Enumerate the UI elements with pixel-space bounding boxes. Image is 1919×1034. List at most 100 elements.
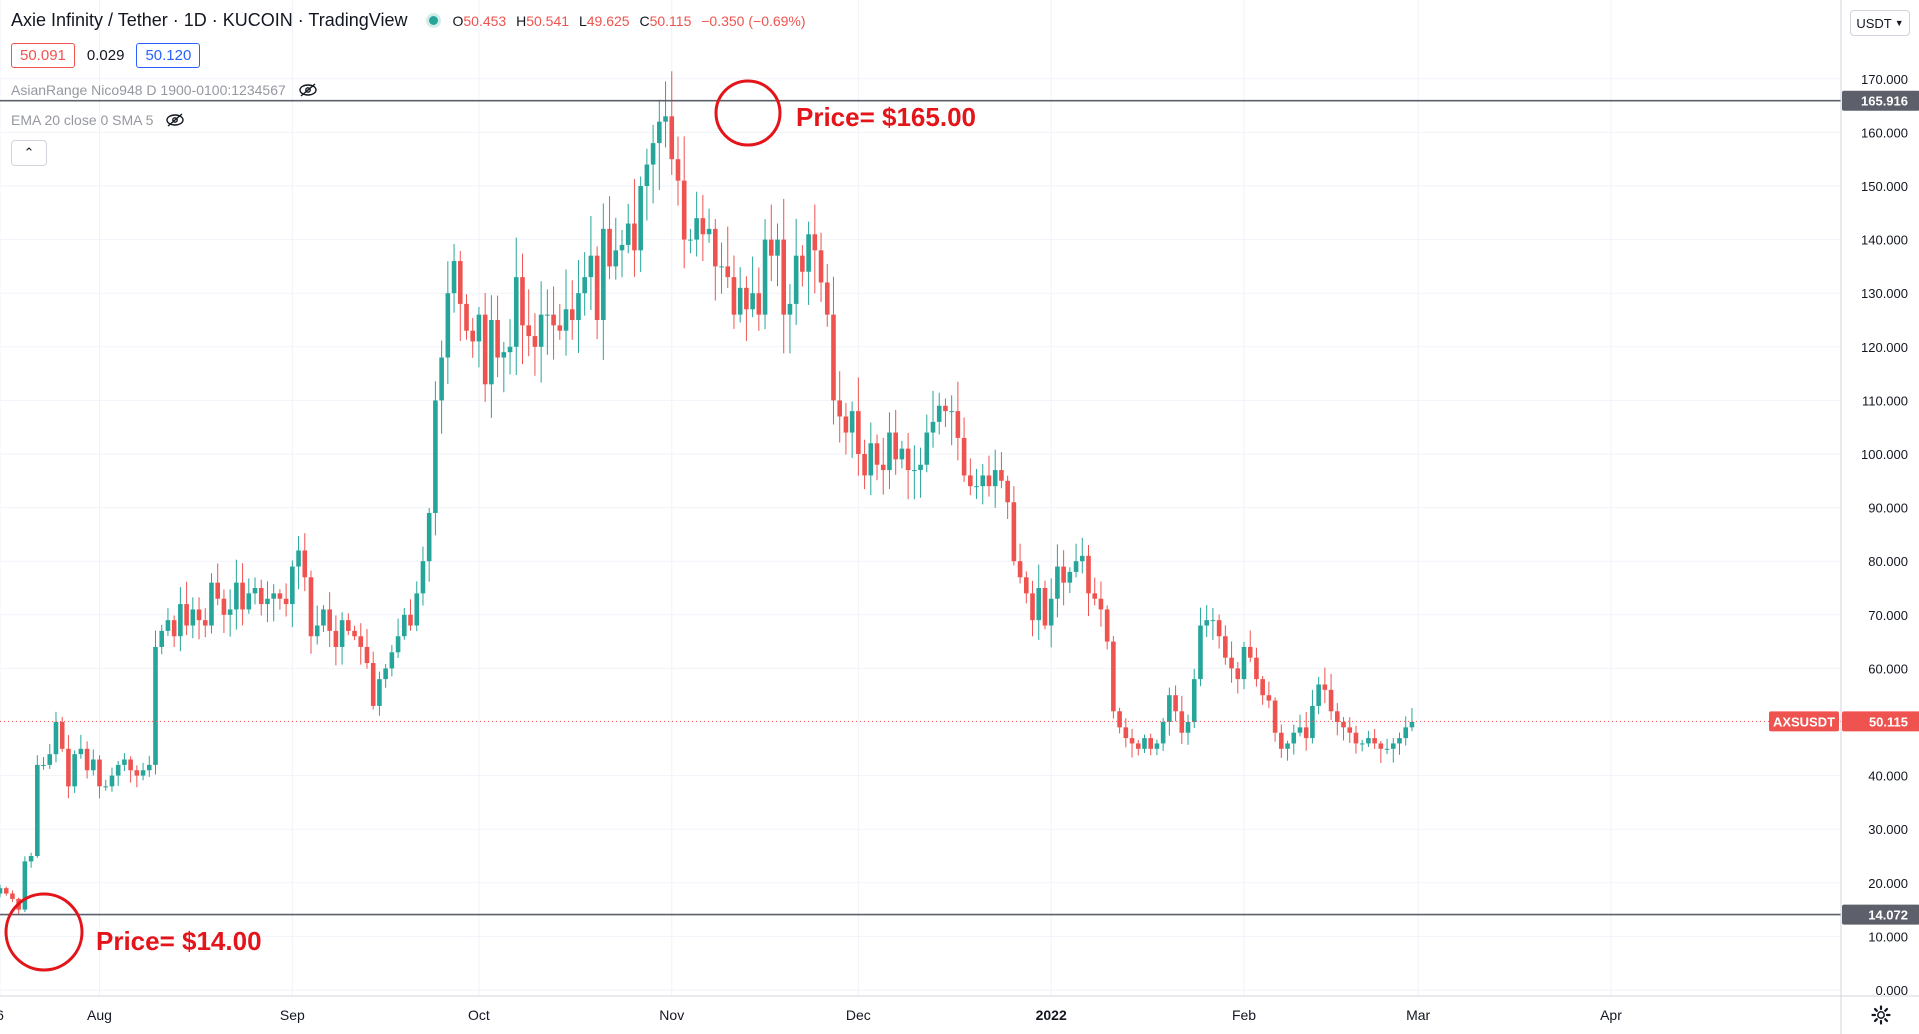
candle-body xyxy=(818,250,824,283)
change-value: −0.350 (−0.69%) xyxy=(701,12,806,29)
candle-body xyxy=(171,620,177,637)
candle-body xyxy=(513,277,519,347)
annotation-circle-top xyxy=(714,79,782,147)
candle-body xyxy=(234,582,239,610)
candle-body xyxy=(265,598,270,605)
candle-body xyxy=(314,625,320,637)
symbol-tag xyxy=(1769,711,1839,732)
symbol-tag-label: AXSUSDT xyxy=(1773,714,1835,729)
candle-body xyxy=(992,470,998,487)
market-status-dot[interactable] xyxy=(429,16,439,25)
candle-body xyxy=(582,277,587,294)
grid-lines xyxy=(0,0,1840,996)
candle-body xyxy=(762,239,768,315)
candle-body xyxy=(638,186,643,251)
candle-body xyxy=(781,239,787,315)
candle-body xyxy=(327,609,332,631)
candle-body xyxy=(364,646,370,664)
buy-button[interactable]: 50.120 xyxy=(136,43,201,68)
candle-body xyxy=(153,646,158,765)
candle-body xyxy=(625,223,631,245)
y-tick-label: 150.000 xyxy=(1861,179,1908,194)
candle-body xyxy=(601,228,606,320)
candle-body xyxy=(961,437,967,476)
open-value: 50.453 xyxy=(463,12,507,29)
candle-body xyxy=(346,620,351,631)
candle-body xyxy=(607,228,612,267)
symbol-title[interactable]: Axie Infinity / Tether · 1D · KUCOIN · T… xyxy=(11,10,408,30)
indicator-ema[interactable]: EMA 20 close 0 SMA 5 xyxy=(11,112,185,128)
candle-body xyxy=(905,448,911,471)
candle-body xyxy=(1055,566,1060,599)
candle-body xyxy=(1384,748,1390,750)
candle-body xyxy=(1204,620,1209,626)
indicator-asian-range[interactable]: AsianRange Nico948 D 1900-0100:1234567 xyxy=(11,82,318,98)
range-price-label: 165.916 xyxy=(1861,94,1908,109)
candle-body xyxy=(1279,732,1284,749)
candle-body xyxy=(1191,679,1197,722)
candle-body xyxy=(1048,598,1054,626)
candle-body xyxy=(66,748,71,787)
hidden-eye-icon[interactable] xyxy=(165,113,185,127)
y-tick-label: 170.000 xyxy=(1861,72,1908,87)
candle-body xyxy=(688,239,693,241)
candle-body xyxy=(725,266,731,278)
bid-ask-row: 50.091 0.029 50.120 xyxy=(11,43,201,68)
candle-body xyxy=(1067,571,1073,583)
currency-selector[interactable]: USDT ▼ xyxy=(1850,10,1910,36)
candle-body xyxy=(1223,636,1228,658)
candle-body xyxy=(134,770,140,776)
candle-body xyxy=(420,561,426,594)
candle-body xyxy=(1409,722,1415,728)
candle-body xyxy=(283,598,289,605)
candle-body xyxy=(520,277,525,326)
candle-body xyxy=(744,287,749,310)
candle-body xyxy=(1303,727,1309,739)
candle-body xyxy=(968,475,973,487)
candle-body xyxy=(1229,657,1234,669)
candle-body xyxy=(986,475,992,487)
candle-body xyxy=(240,582,245,610)
candle-body xyxy=(1123,727,1129,739)
candle-body xyxy=(165,620,171,631)
candle-body xyxy=(532,336,538,347)
symbol-header: Axie Infinity / Tether · 1D · KUCOIN · T… xyxy=(11,10,806,31)
candle-body xyxy=(246,593,252,610)
candle-body xyxy=(563,309,569,331)
current-price-tag xyxy=(1842,711,1919,732)
collapse-indicators-button[interactable]: ⌃ xyxy=(11,140,47,166)
candle-body xyxy=(526,325,531,337)
candle-body xyxy=(1359,743,1365,745)
candle-body xyxy=(1198,625,1203,680)
candle-body xyxy=(918,464,923,471)
candle-body xyxy=(457,261,463,304)
range-price-tag xyxy=(1842,904,1919,925)
settings-gear-icon[interactable] xyxy=(1869,1003,1893,1027)
candle-body xyxy=(1030,593,1035,621)
candle-body xyxy=(737,287,743,315)
x-tick-label: Oct xyxy=(468,1007,490,1023)
candle-body xyxy=(414,593,420,626)
range-price-tag xyxy=(1842,90,1919,111)
candle-body xyxy=(84,748,90,771)
hidden-eye-icon[interactable] xyxy=(298,83,318,97)
candle-body xyxy=(28,856,34,862)
horizontal-lines xyxy=(0,99,1841,916)
candle-body xyxy=(912,470,917,472)
candle-body xyxy=(663,116,668,122)
candle-body xyxy=(178,604,183,637)
close-value: 50.115 xyxy=(649,12,692,29)
candle-body xyxy=(296,550,301,567)
candle-body xyxy=(1372,738,1377,744)
candle-body xyxy=(1403,727,1409,739)
price-axis: 0.00010.00020.00030.00040.00050.00060.00… xyxy=(1840,0,1908,1034)
y-tick-label: 120.000 xyxy=(1861,340,1908,355)
y-tick-label: 140.000 xyxy=(1861,233,1908,248)
candle-body xyxy=(538,314,544,347)
sell-button[interactable]: 50.091 xyxy=(11,43,75,68)
candle-body xyxy=(408,614,413,626)
candle-body xyxy=(930,421,936,433)
candle-body xyxy=(824,282,830,315)
